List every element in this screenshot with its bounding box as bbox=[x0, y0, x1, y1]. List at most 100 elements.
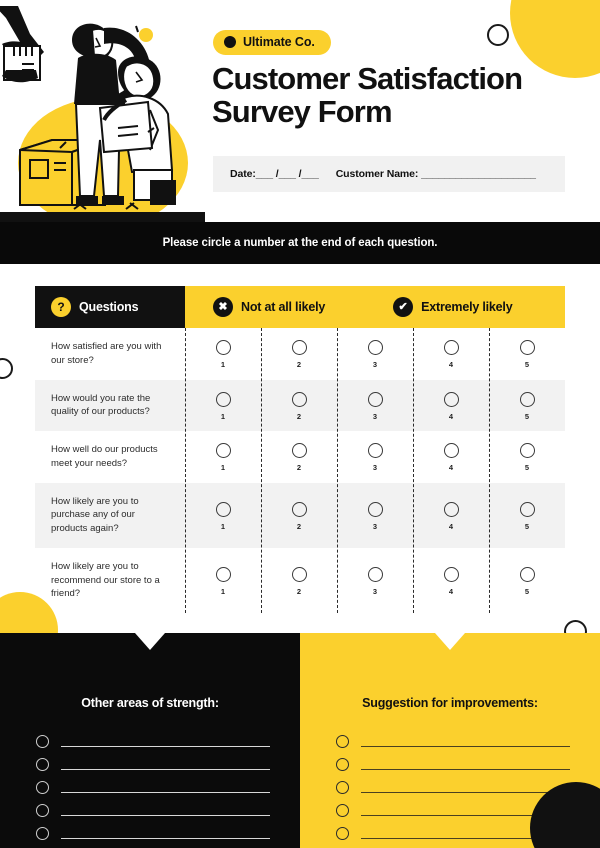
answer-line[interactable] bbox=[336, 799, 570, 822]
questions-header-label: Questions bbox=[79, 300, 139, 314]
rating-circle-icon[interactable] bbox=[519, 340, 535, 356]
answer-line[interactable] bbox=[336, 730, 570, 753]
rating-option[interactable]: 4 bbox=[413, 548, 489, 613]
form-header: Ultimate Co. Customer Satisfaction Surve… bbox=[0, 0, 600, 228]
rating-options: 1 2 3 4 5 bbox=[185, 328, 565, 380]
instruction-banner: Please circle a number at the end of eac… bbox=[0, 222, 600, 264]
rating-option[interactable]: 3 bbox=[337, 328, 413, 380]
rating-circle-icon[interactable] bbox=[443, 443, 459, 459]
table-row: How satisfied are you with our store? 1 2 3… bbox=[35, 328, 565, 380]
table-row: How well do our products meet your needs… bbox=[35, 431, 565, 483]
rating-circle-icon[interactable] bbox=[291, 340, 307, 356]
answer-line[interactable] bbox=[36, 799, 270, 822]
rating-number: 1 bbox=[220, 411, 226, 421]
answer-line[interactable] bbox=[336, 753, 570, 776]
write-in-rule[interactable] bbox=[61, 837, 270, 839]
answer-line[interactable] bbox=[36, 822, 270, 845]
answer-line[interactable] bbox=[36, 730, 270, 753]
rating-circle-icon[interactable] bbox=[443, 391, 459, 407]
rating-option[interactable]: 3 bbox=[337, 483, 413, 548]
write-in-rule[interactable] bbox=[361, 814, 570, 816]
write-in-rule[interactable] bbox=[61, 814, 270, 816]
rating-option[interactable]: 2 bbox=[261, 548, 337, 613]
rating-options: 1 2 3 4 5 bbox=[185, 431, 565, 483]
rating-number: 5 bbox=[524, 587, 530, 597]
rating-circle-icon[interactable] bbox=[367, 567, 383, 583]
customer-name-field-label[interactable]: Customer Name: ____________________ bbox=[335, 168, 536, 180]
answer-line[interactable] bbox=[336, 822, 570, 845]
rating-option[interactable]: 4 bbox=[413, 380, 489, 432]
rating-number: 3 bbox=[372, 521, 378, 531]
rating-circle-icon[interactable] bbox=[519, 501, 535, 517]
rating-number: 3 bbox=[372, 587, 378, 597]
write-in-rule[interactable] bbox=[361, 837, 570, 839]
rating-circle-icon[interactable] bbox=[519, 443, 535, 459]
rating-options: 1 2 3 4 5 bbox=[185, 380, 565, 432]
rating-circle-icon[interactable] bbox=[443, 501, 459, 517]
respondent-meta-bar: Date:___ /___ /___ Customer Name: ______… bbox=[213, 156, 565, 192]
rating-option[interactable]: 3 bbox=[337, 380, 413, 432]
rating-circle-icon[interactable] bbox=[519, 391, 535, 407]
date-field-label[interactable]: Date:___ /___ /___ bbox=[230, 168, 319, 180]
rating-circle-icon[interactable] bbox=[215, 340, 231, 356]
rating-option[interactable]: 3 bbox=[337, 548, 413, 613]
rating-option[interactable]: 3 bbox=[337, 431, 413, 483]
rating-option[interactable]: 2 bbox=[261, 483, 337, 548]
rating-circle-icon[interactable] bbox=[519, 567, 535, 583]
answer-line[interactable] bbox=[336, 776, 570, 799]
rating-circle-icon[interactable] bbox=[291, 501, 307, 517]
rating-option[interactable]: 5 bbox=[489, 483, 565, 548]
packing-illustration bbox=[0, 6, 205, 222]
bullet-circle-icon bbox=[36, 804, 49, 817]
speech-notch-icon bbox=[435, 633, 465, 650]
rating-option[interactable]: 4 bbox=[413, 483, 489, 548]
rating-option[interactable]: 5 bbox=[489, 548, 565, 613]
rating-option[interactable]: 4 bbox=[413, 328, 489, 380]
rating-option[interactable]: 2 bbox=[261, 431, 337, 483]
rating-circle-icon[interactable] bbox=[367, 340, 383, 356]
write-in-rule[interactable] bbox=[61, 791, 270, 793]
rating-circle-icon[interactable] bbox=[367, 501, 383, 517]
rating-option[interactable]: 5 bbox=[489, 380, 565, 432]
rating-circle-icon[interactable] bbox=[215, 567, 231, 583]
strengths-box: Other areas of strength: bbox=[0, 633, 300, 848]
table-row: How likely are you to purchase any of ou… bbox=[35, 482, 565, 548]
improvements-answer-lines[interactable] bbox=[336, 730, 570, 845]
rating-number: 4 bbox=[448, 360, 454, 370]
write-in-rule[interactable] bbox=[361, 768, 570, 770]
table-row: How likely are you to recommend our stor… bbox=[35, 547, 565, 614]
rating-option[interactable]: 1 bbox=[185, 431, 261, 483]
rating-circle-icon[interactable] bbox=[443, 567, 459, 583]
rating-number: 3 bbox=[372, 463, 378, 473]
write-in-rule[interactable] bbox=[61, 745, 270, 747]
rating-option[interactable]: 1 bbox=[185, 548, 261, 613]
rating-option[interactable]: 2 bbox=[261, 328, 337, 380]
rating-circle-icon[interactable] bbox=[443, 340, 459, 356]
write-in-rule[interactable] bbox=[361, 745, 570, 747]
write-in-rule[interactable] bbox=[361, 791, 570, 793]
rating-option[interactable]: 5 bbox=[489, 328, 565, 380]
bullet-circle-icon bbox=[336, 804, 349, 817]
strengths-answer-lines[interactable] bbox=[36, 730, 270, 845]
rating-option[interactable]: 1 bbox=[185, 483, 261, 548]
rating-circle-icon[interactable] bbox=[215, 501, 231, 517]
rating-circle-icon[interactable] bbox=[367, 391, 383, 407]
answer-line[interactable] bbox=[36, 776, 270, 799]
high-anchor-label: Extremely likely bbox=[421, 300, 513, 314]
rating-number: 5 bbox=[524, 360, 530, 370]
rating-option[interactable]: 2 bbox=[261, 380, 337, 432]
rating-option[interactable]: 1 bbox=[185, 328, 261, 380]
rating-circle-icon[interactable] bbox=[291, 567, 307, 583]
rating-circle-icon[interactable] bbox=[291, 391, 307, 407]
write-in-rule[interactable] bbox=[61, 768, 270, 770]
rating-circle-icon[interactable] bbox=[215, 391, 231, 407]
rating-option[interactable]: 1 bbox=[185, 380, 261, 432]
rating-option[interactable]: 5 bbox=[489, 431, 565, 483]
rating-table: ? Questions ✖ Not at all likely ✔ Extrem… bbox=[35, 286, 565, 614]
rating-circle-icon[interactable] bbox=[215, 443, 231, 459]
rating-option[interactable]: 4 bbox=[413, 431, 489, 483]
rating-circle-icon[interactable] bbox=[367, 443, 383, 459]
answer-line[interactable] bbox=[36, 753, 270, 776]
rating-circle-icon[interactable] bbox=[291, 443, 307, 459]
